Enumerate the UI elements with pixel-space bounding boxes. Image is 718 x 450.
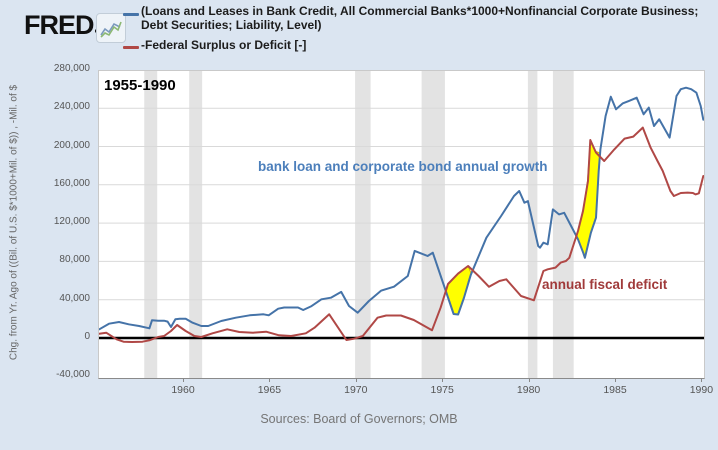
x-tick-1980: 1980 [516,384,541,396]
recession-band-2 [355,71,371,378]
x-tick-1960: 1960 [171,384,195,396]
fred-logo[interactable]: FRED [24,10,99,41]
chart-canvas [99,71,704,378]
recession-band-5 [552,71,574,378]
legend-swatch-federal-deficit [123,46,139,49]
y-tick-0: 0 [84,331,90,342]
x-tick-1965: 1965 [257,384,282,396]
x-tick-1970: 1970 [344,384,368,396]
legend-label-bank-credit: (Loans and Leases in Bank Credit, All Co… [141,4,699,32]
x-tickmark-1990 [701,378,703,382]
recession-band-1 [189,71,203,378]
x-tickmark-1970 [355,378,357,382]
annotation-period: 1955-1990 [104,77,176,94]
x-tickmark-1975 [442,378,444,382]
x-tick-1990: 1990 [689,384,714,396]
legend-swatch-bank-credit [123,13,139,16]
recession-band-0 [144,71,158,378]
y-tick-120000: 120,000 [53,216,90,228]
bank-credit-growth-line [99,86,704,331]
y-tick-280000: 280,000 [53,62,90,74]
x-tick-1985: 1985 [603,384,627,396]
x-tickmark-1960 [183,378,184,382]
x-tickmark-1965 [269,378,271,382]
annotation-fiscal-deficit: annual fiscal deficit [542,277,668,292]
plot-area [98,70,705,379]
legend-label-federal-deficit: -Federal Surplus or Deficit [-] [141,38,307,52]
source-citation: Sources: Board of Governors; OMB [260,412,458,426]
y-tick-240000: 240,000 [53,101,90,113]
x-tickmark-1980 [528,378,530,382]
y-tick-40000: 40,000 [59,292,90,304]
x-tickmark-1985 [615,378,616,382]
y-tick-80000: 80,000 [59,254,90,266]
fred-logo-sparkline-icon [96,13,126,43]
y-tick-160000: 160,000 [53,177,90,189]
x-tick-1975: 1975 [430,384,454,396]
y-tick-200000: 200,000 [53,139,90,151]
recession-band-3 [421,71,445,378]
fred-logo-text: FRED [24,10,94,40]
y-tick--40000: -40,000 [56,369,90,381]
federal-deficit-line [99,126,704,343]
annotation-bank-loan-growth: bank loan and corporate bond annual grow… [258,159,548,174]
